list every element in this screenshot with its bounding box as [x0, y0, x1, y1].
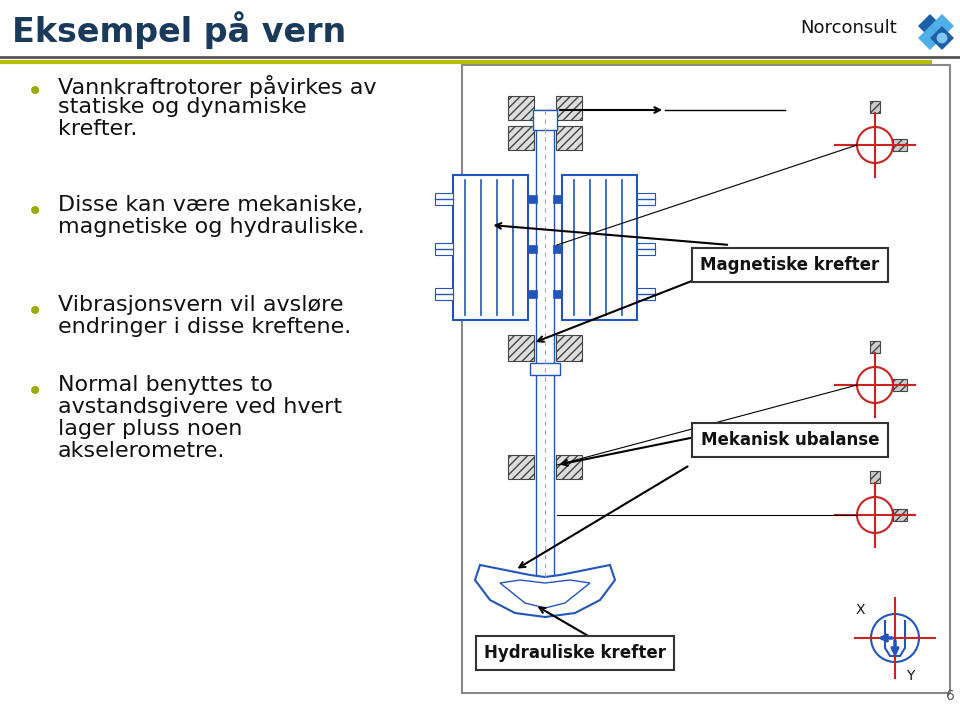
Text: akselerometre.: akselerometre. — [58, 441, 226, 461]
Bar — [508, 455, 534, 479]
Bar — [462, 65, 950, 693]
Bar — [637, 288, 655, 300]
Bar — [508, 126, 534, 150]
Text: Vannkraftrotorer påvirkes av: Vannkraftrotorer påvirkes av — [58, 75, 376, 98]
Bar — [530, 363, 560, 375]
Text: Magnetiske krefter: Magnetiske krefter — [701, 256, 879, 274]
Bar — [536, 110, 554, 580]
Bar — [553, 195, 562, 203]
Text: •: • — [27, 298, 43, 326]
Bar — [528, 195, 537, 203]
Bar — [508, 96, 534, 120]
Bar — [508, 335, 534, 361]
Bar — [870, 471, 880, 483]
Bar — [533, 110, 557, 130]
Text: statiske og dynamiske: statiske og dynamiske — [58, 97, 306, 117]
Text: Eksempel på vern: Eksempel på vern — [12, 11, 347, 49]
Bar — [893, 139, 907, 151]
Text: Hydrauliske krefter: Hydrauliske krefter — [484, 644, 666, 662]
Bar — [435, 243, 453, 255]
Circle shape — [857, 127, 893, 163]
Text: X: X — [855, 603, 865, 617]
Bar — [435, 288, 453, 300]
Text: Normal benyttes to: Normal benyttes to — [58, 375, 273, 395]
Circle shape — [857, 367, 893, 403]
Bar — [528, 245, 537, 253]
Text: Norconsult: Norconsult — [800, 19, 897, 37]
Bar — [556, 126, 582, 150]
Bar — [553, 290, 562, 298]
Bar — [553, 245, 562, 253]
Circle shape — [857, 497, 893, 533]
Circle shape — [871, 614, 919, 662]
Bar — [556, 96, 582, 120]
Bar — [556, 335, 582, 361]
Polygon shape — [918, 14, 942, 38]
Polygon shape — [475, 565, 615, 617]
Polygon shape — [930, 14, 954, 38]
Bar — [435, 193, 453, 205]
Bar — [528, 290, 537, 298]
Text: krefter.: krefter. — [58, 119, 137, 139]
Bar — [870, 341, 880, 353]
Bar — [562, 175, 637, 320]
Polygon shape — [918, 26, 942, 50]
Text: Mekanisk ubalanse: Mekanisk ubalanse — [701, 431, 879, 449]
Bar — [870, 101, 880, 113]
Text: •: • — [27, 198, 43, 226]
Bar — [893, 509, 907, 521]
Text: endringer i disse kreftene.: endringer i disse kreftene. — [58, 317, 351, 337]
Text: •: • — [27, 378, 43, 406]
Circle shape — [937, 33, 948, 43]
Text: Disse kan være mekaniske,: Disse kan være mekaniske, — [58, 195, 364, 215]
Bar — [453, 175, 528, 320]
Bar — [893, 379, 907, 391]
Bar — [556, 455, 582, 479]
Polygon shape — [930, 26, 954, 50]
Bar — [637, 243, 655, 255]
Text: Y: Y — [906, 669, 914, 683]
Polygon shape — [500, 580, 590, 608]
Text: •: • — [27, 78, 43, 106]
Text: avstandsgivere ved hvert: avstandsgivere ved hvert — [58, 397, 342, 417]
Text: 6: 6 — [947, 689, 955, 703]
Text: Vibrasjonsvern vil avsløre: Vibrasjonsvern vil avsløre — [58, 295, 344, 315]
Bar — [637, 193, 655, 205]
Text: lager pluss noen: lager pluss noen — [58, 419, 242, 439]
Text: magnetiske og hydrauliske.: magnetiske og hydrauliske. — [58, 217, 365, 237]
